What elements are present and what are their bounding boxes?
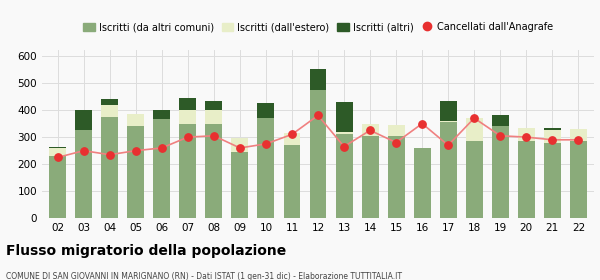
Bar: [232, 139, 248, 152]
Text: Flusso migratorio della popolazione: Flusso migratorio della popolazione: [6, 244, 286, 258]
Bar: [335, 134, 353, 218]
Bar: [388, 136, 404, 218]
Bar: [544, 130, 561, 143]
Point: [183, 135, 193, 139]
Point: [365, 128, 375, 132]
Bar: [284, 133, 301, 145]
Bar: [127, 114, 144, 126]
Bar: [388, 125, 404, 136]
Bar: [310, 90, 326, 218]
Point: [521, 135, 531, 139]
Bar: [75, 130, 92, 218]
Bar: [257, 103, 274, 118]
Point: [391, 140, 401, 145]
Point: [287, 132, 297, 137]
Bar: [179, 123, 196, 218]
Point: [548, 137, 557, 142]
Bar: [154, 120, 170, 218]
Point: [261, 142, 271, 146]
Bar: [284, 145, 301, 218]
Bar: [101, 105, 118, 117]
Point: [105, 153, 115, 157]
Bar: [440, 122, 457, 218]
Bar: [205, 101, 223, 110]
Bar: [127, 126, 144, 218]
Legend: Iscritti (da altri comuni), Iscritti (dall'estero), Iscritti (altri), Cancellati: Iscritti (da altri comuni), Iscritti (da…: [79, 18, 557, 36]
Point: [496, 134, 505, 138]
Point: [418, 121, 427, 126]
Bar: [544, 128, 561, 130]
Point: [469, 116, 479, 120]
Bar: [335, 102, 353, 132]
Bar: [49, 147, 66, 148]
Bar: [518, 128, 535, 141]
Point: [53, 155, 62, 160]
Bar: [205, 110, 223, 123]
Bar: [75, 110, 92, 130]
Point: [131, 148, 140, 153]
Bar: [362, 123, 379, 136]
Bar: [154, 110, 170, 120]
Bar: [362, 136, 379, 218]
Bar: [179, 110, 196, 123]
Bar: [49, 156, 66, 218]
Bar: [518, 141, 535, 218]
Bar: [101, 117, 118, 218]
Point: [574, 137, 583, 142]
Bar: [179, 98, 196, 110]
Point: [339, 144, 349, 149]
Point: [209, 134, 218, 138]
Bar: [232, 152, 248, 218]
Bar: [101, 99, 118, 105]
Bar: [440, 121, 457, 122]
Bar: [49, 148, 66, 156]
Bar: [205, 123, 223, 218]
Bar: [257, 118, 274, 218]
Point: [443, 143, 453, 148]
Point: [79, 148, 88, 153]
Bar: [492, 126, 509, 218]
Bar: [544, 143, 561, 218]
Bar: [440, 101, 457, 121]
Point: [157, 146, 167, 150]
Bar: [570, 141, 587, 218]
Text: COMUNE DI SAN GIOVANNI IN MARIGNANO (RN) - Dati ISTAT (1 gen-31 dic) - Elaborazi: COMUNE DI SAN GIOVANNI IN MARIGNANO (RN)…: [6, 272, 402, 280]
Bar: [466, 141, 482, 218]
Bar: [310, 69, 326, 90]
Bar: [335, 132, 353, 134]
Bar: [413, 148, 431, 218]
Point: [235, 146, 245, 150]
Bar: [492, 115, 509, 126]
Point: [313, 113, 323, 118]
Bar: [570, 129, 587, 141]
Bar: [466, 118, 482, 141]
